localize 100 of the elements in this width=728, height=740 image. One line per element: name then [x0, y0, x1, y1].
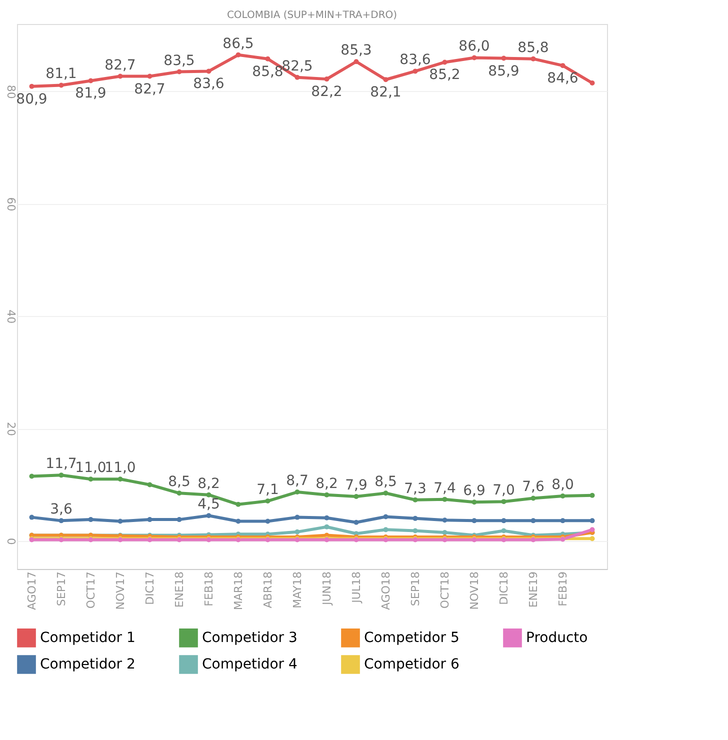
y-tick-label: 60	[4, 197, 18, 212]
point	[294, 490, 300, 495]
point	[206, 68, 212, 74]
y-tick-label: 40	[4, 310, 18, 324]
data-label: 80,9	[16, 91, 48, 108]
data-label: 4,5	[198, 496, 220, 513]
point	[501, 499, 506, 504]
point	[58, 82, 64, 88]
point	[442, 60, 448, 65]
x-tick-label: MAR18	[232, 572, 245, 610]
legend-label: Competidor 2	[40, 656, 136, 672]
data-label: 11,7	[46, 456, 77, 472]
point	[236, 502, 241, 507]
x-tick-label: OCT18	[438, 572, 452, 609]
data-label: 85,9	[488, 63, 520, 80]
x-tick-label: ABR18	[261, 572, 274, 608]
point	[530, 496, 536, 501]
data-label: 82,5	[282, 58, 313, 74]
point	[147, 482, 152, 488]
data-label: 8,0	[552, 476, 574, 493]
data-label: 7,3	[404, 480, 426, 497]
data-label: 81,9	[75, 86, 106, 102]
point	[530, 518, 536, 524]
point	[88, 476, 94, 482]
x-tick-label: AGO18	[379, 572, 392, 610]
chart-title: COLOMBIA (SUP+MIN+TRA+DRO)	[226, 10, 398, 21]
x-tick-label: DIC18	[497, 572, 510, 605]
data-label: 8,2	[316, 476, 338, 492]
data-label: 85,2	[429, 67, 460, 84]
point	[294, 514, 300, 520]
point	[29, 514, 34, 520]
y-tick-label: 0	[4, 538, 18, 545]
point	[206, 513, 212, 518]
point	[530, 56, 536, 62]
data-label: 8,7	[286, 473, 308, 490]
point	[590, 518, 595, 524]
point	[383, 514, 388, 520]
point	[58, 472, 64, 478]
point	[118, 74, 123, 79]
point	[324, 492, 330, 498]
data-label: 86,0	[458, 38, 490, 55]
legend-label: Competidor 3	[202, 630, 298, 646]
point	[501, 528, 506, 534]
data-label: 83,5	[164, 52, 195, 69]
data-label: 6,9	[463, 483, 486, 500]
x-tick-label: JUL18	[350, 572, 363, 604]
point	[501, 518, 506, 524]
data-label: 7,4	[434, 480, 456, 496]
point	[412, 68, 418, 74]
point	[501, 56, 506, 61]
x-tick-label: SEP18	[408, 572, 422, 606]
point	[590, 527, 595, 532]
x-tick-label: JUN18	[320, 572, 334, 606]
x-tick-label: ENE19	[526, 572, 540, 608]
data-label: 7,6	[522, 479, 544, 496]
data-label: 8,2	[198, 476, 220, 492]
data-label: 7,9	[345, 478, 368, 494]
point	[118, 476, 123, 482]
point	[118, 518, 123, 524]
point	[560, 63, 566, 68]
point	[442, 518, 448, 523]
data-label: 85,3	[340, 42, 372, 59]
data-label: 82,1	[370, 84, 402, 101]
data-label: 82,2	[311, 84, 342, 100]
point	[88, 517, 94, 522]
point	[176, 69, 182, 74]
data-label: 82,7	[104, 57, 136, 74]
point	[176, 517, 182, 522]
x-tick-label: NOV18	[468, 572, 481, 610]
point	[383, 77, 388, 82]
data-label: 8,5	[168, 474, 190, 490]
point	[294, 529, 300, 534]
data-label: 83,6	[400, 52, 431, 68]
point	[412, 497, 418, 502]
point	[236, 52, 241, 58]
data-label: 85,8	[252, 64, 284, 80]
point	[590, 536, 595, 542]
data-label: 11,0	[75, 460, 106, 476]
x-tick-label: SEP17	[54, 572, 68, 606]
point	[560, 518, 566, 524]
point	[590, 80, 595, 86]
x-tick-label: DIC17	[143, 572, 156, 605]
point	[147, 517, 152, 522]
point	[294, 74, 300, 80]
legend-label: Competidor 4	[202, 656, 298, 672]
point	[383, 490, 388, 496]
point	[590, 492, 595, 498]
data-label: 7,1	[256, 482, 279, 498]
legend-label: Competidor 1	[40, 630, 136, 646]
point	[472, 518, 477, 524]
data-label: 8,5	[374, 474, 397, 490]
data-label: 7,0	[492, 482, 515, 499]
point	[412, 528, 418, 534]
point	[354, 520, 359, 525]
data-label: 82,7	[134, 81, 166, 98]
point	[354, 494, 359, 500]
point	[560, 493, 566, 498]
point	[58, 518, 64, 524]
x-tick-label: FEB18	[202, 572, 216, 606]
point	[472, 500, 477, 505]
